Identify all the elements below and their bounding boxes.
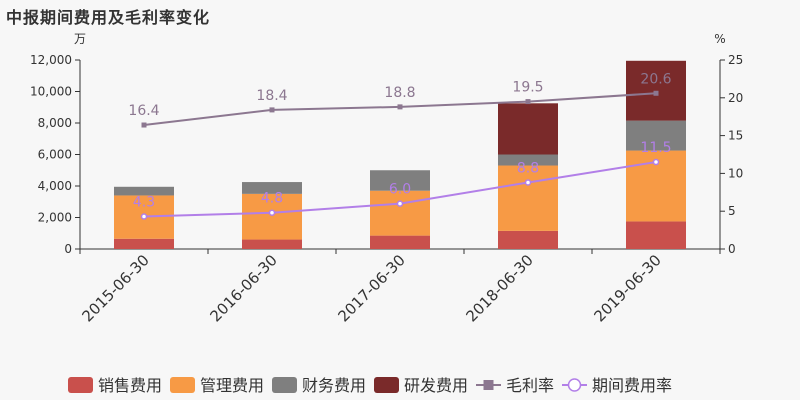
legend-label: 销售费用 (98, 376, 162, 395)
bar-segment (626, 61, 686, 121)
x-tick-label: 2018-06-30 (462, 251, 536, 325)
y-left-unit: 万 (74, 32, 86, 46)
data-label: 6.0 (389, 182, 411, 198)
line-marker (270, 107, 275, 112)
line-marker (526, 99, 531, 104)
line-marker (270, 210, 275, 215)
y-right-unit: % (714, 32, 725, 46)
bar-segment (498, 103, 558, 154)
x-tick-label: 2019-06-30 (590, 251, 664, 325)
data-label: 4.3 (133, 194, 155, 210)
y-right-tick-label: 5 (728, 204, 736, 218)
line-marker (398, 104, 403, 109)
y-right-tick-label: 0 (728, 242, 736, 256)
line-marker (654, 91, 659, 96)
y-left-tick-label: 8,000 (38, 116, 72, 130)
y-left-tick-label: 4,000 (38, 179, 72, 193)
x-tick-label: 2017-06-30 (334, 251, 408, 325)
legend-swatch (68, 377, 93, 393)
legend-swatch (170, 377, 195, 393)
y-left-tick-label: 10,000 (30, 85, 72, 99)
y-left-tick-label: 6,000 (38, 148, 72, 162)
line-marker (654, 160, 659, 165)
legend-swatch (374, 377, 399, 393)
legend-label: 管理费用 (200, 376, 264, 395)
data-label: 8.8 (517, 160, 539, 176)
y-right-tick-label: 10 (728, 166, 743, 180)
data-label: 11.5 (640, 140, 671, 156)
bar-segment (242, 240, 302, 249)
data-label: 20.6 (640, 71, 671, 87)
y-left-tick-label: 0 (64, 242, 72, 256)
x-tick-label: 2016-06-30 (206, 251, 280, 325)
chart: 0 2,000 4,000 6,000 8,000 10,000 12,000万 0 5 10 15… (0, 0, 800, 400)
line-marker (398, 201, 403, 206)
legend-label: 研发费用 (404, 376, 468, 395)
x-tick-label: 2015-06-30 (78, 251, 152, 325)
data-label: 4.8 (261, 191, 283, 207)
y-right-tick-label: 25 (728, 53, 743, 67)
legend-marker (484, 380, 494, 390)
legend-marker (569, 379, 581, 391)
legend-label: 毛利率 (506, 376, 554, 395)
legend-swatch (272, 377, 297, 393)
data-label: 16.4 (128, 103, 159, 119)
bar-segment (370, 236, 430, 249)
line-marker (142, 214, 147, 219)
line-marker (142, 123, 147, 128)
bar-segment (498, 231, 558, 249)
y-left-tick-label: 12,000 (30, 53, 72, 67)
line-marker (526, 180, 531, 185)
data-label: 18.8 (384, 85, 415, 101)
y-right-tick-label: 20 (728, 91, 743, 105)
data-label: 18.4 (256, 88, 287, 104)
y-right-tick-label: 15 (728, 129, 743, 143)
y-left-tick-label: 2,000 (38, 211, 72, 225)
bar-segment (626, 221, 686, 249)
legend-label: 期间费用率 (592, 376, 672, 395)
data-label: 19.5 (512, 80, 543, 96)
legend-label: 财务费用 (302, 376, 366, 395)
bar-segment (114, 239, 174, 249)
